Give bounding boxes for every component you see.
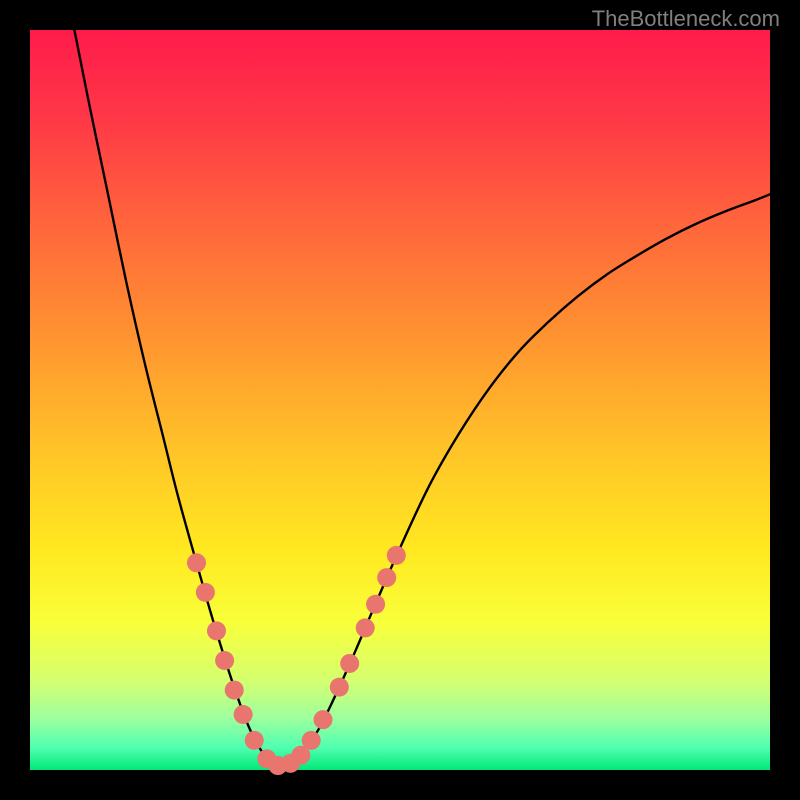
data-marker bbox=[314, 710, 333, 729]
data-marker bbox=[245, 731, 264, 750]
data-marker bbox=[330, 678, 349, 697]
data-marker bbox=[187, 553, 206, 572]
watermark-label: TheBottleneck.com bbox=[592, 6, 780, 32]
bottleneck-chart: TheBottleneck.com bbox=[0, 0, 800, 800]
data-marker bbox=[387, 546, 406, 565]
data-marker bbox=[340, 654, 359, 673]
data-marker bbox=[215, 651, 234, 670]
data-marker bbox=[377, 568, 396, 587]
data-marker bbox=[207, 621, 226, 640]
data-marker bbox=[302, 731, 321, 750]
data-marker bbox=[196, 583, 215, 602]
data-marker bbox=[356, 618, 375, 637]
data-marker bbox=[366, 595, 385, 614]
data-marker bbox=[225, 681, 244, 700]
data-marker bbox=[234, 705, 253, 724]
chart-svg bbox=[0, 0, 800, 800]
plot-background bbox=[30, 30, 770, 770]
